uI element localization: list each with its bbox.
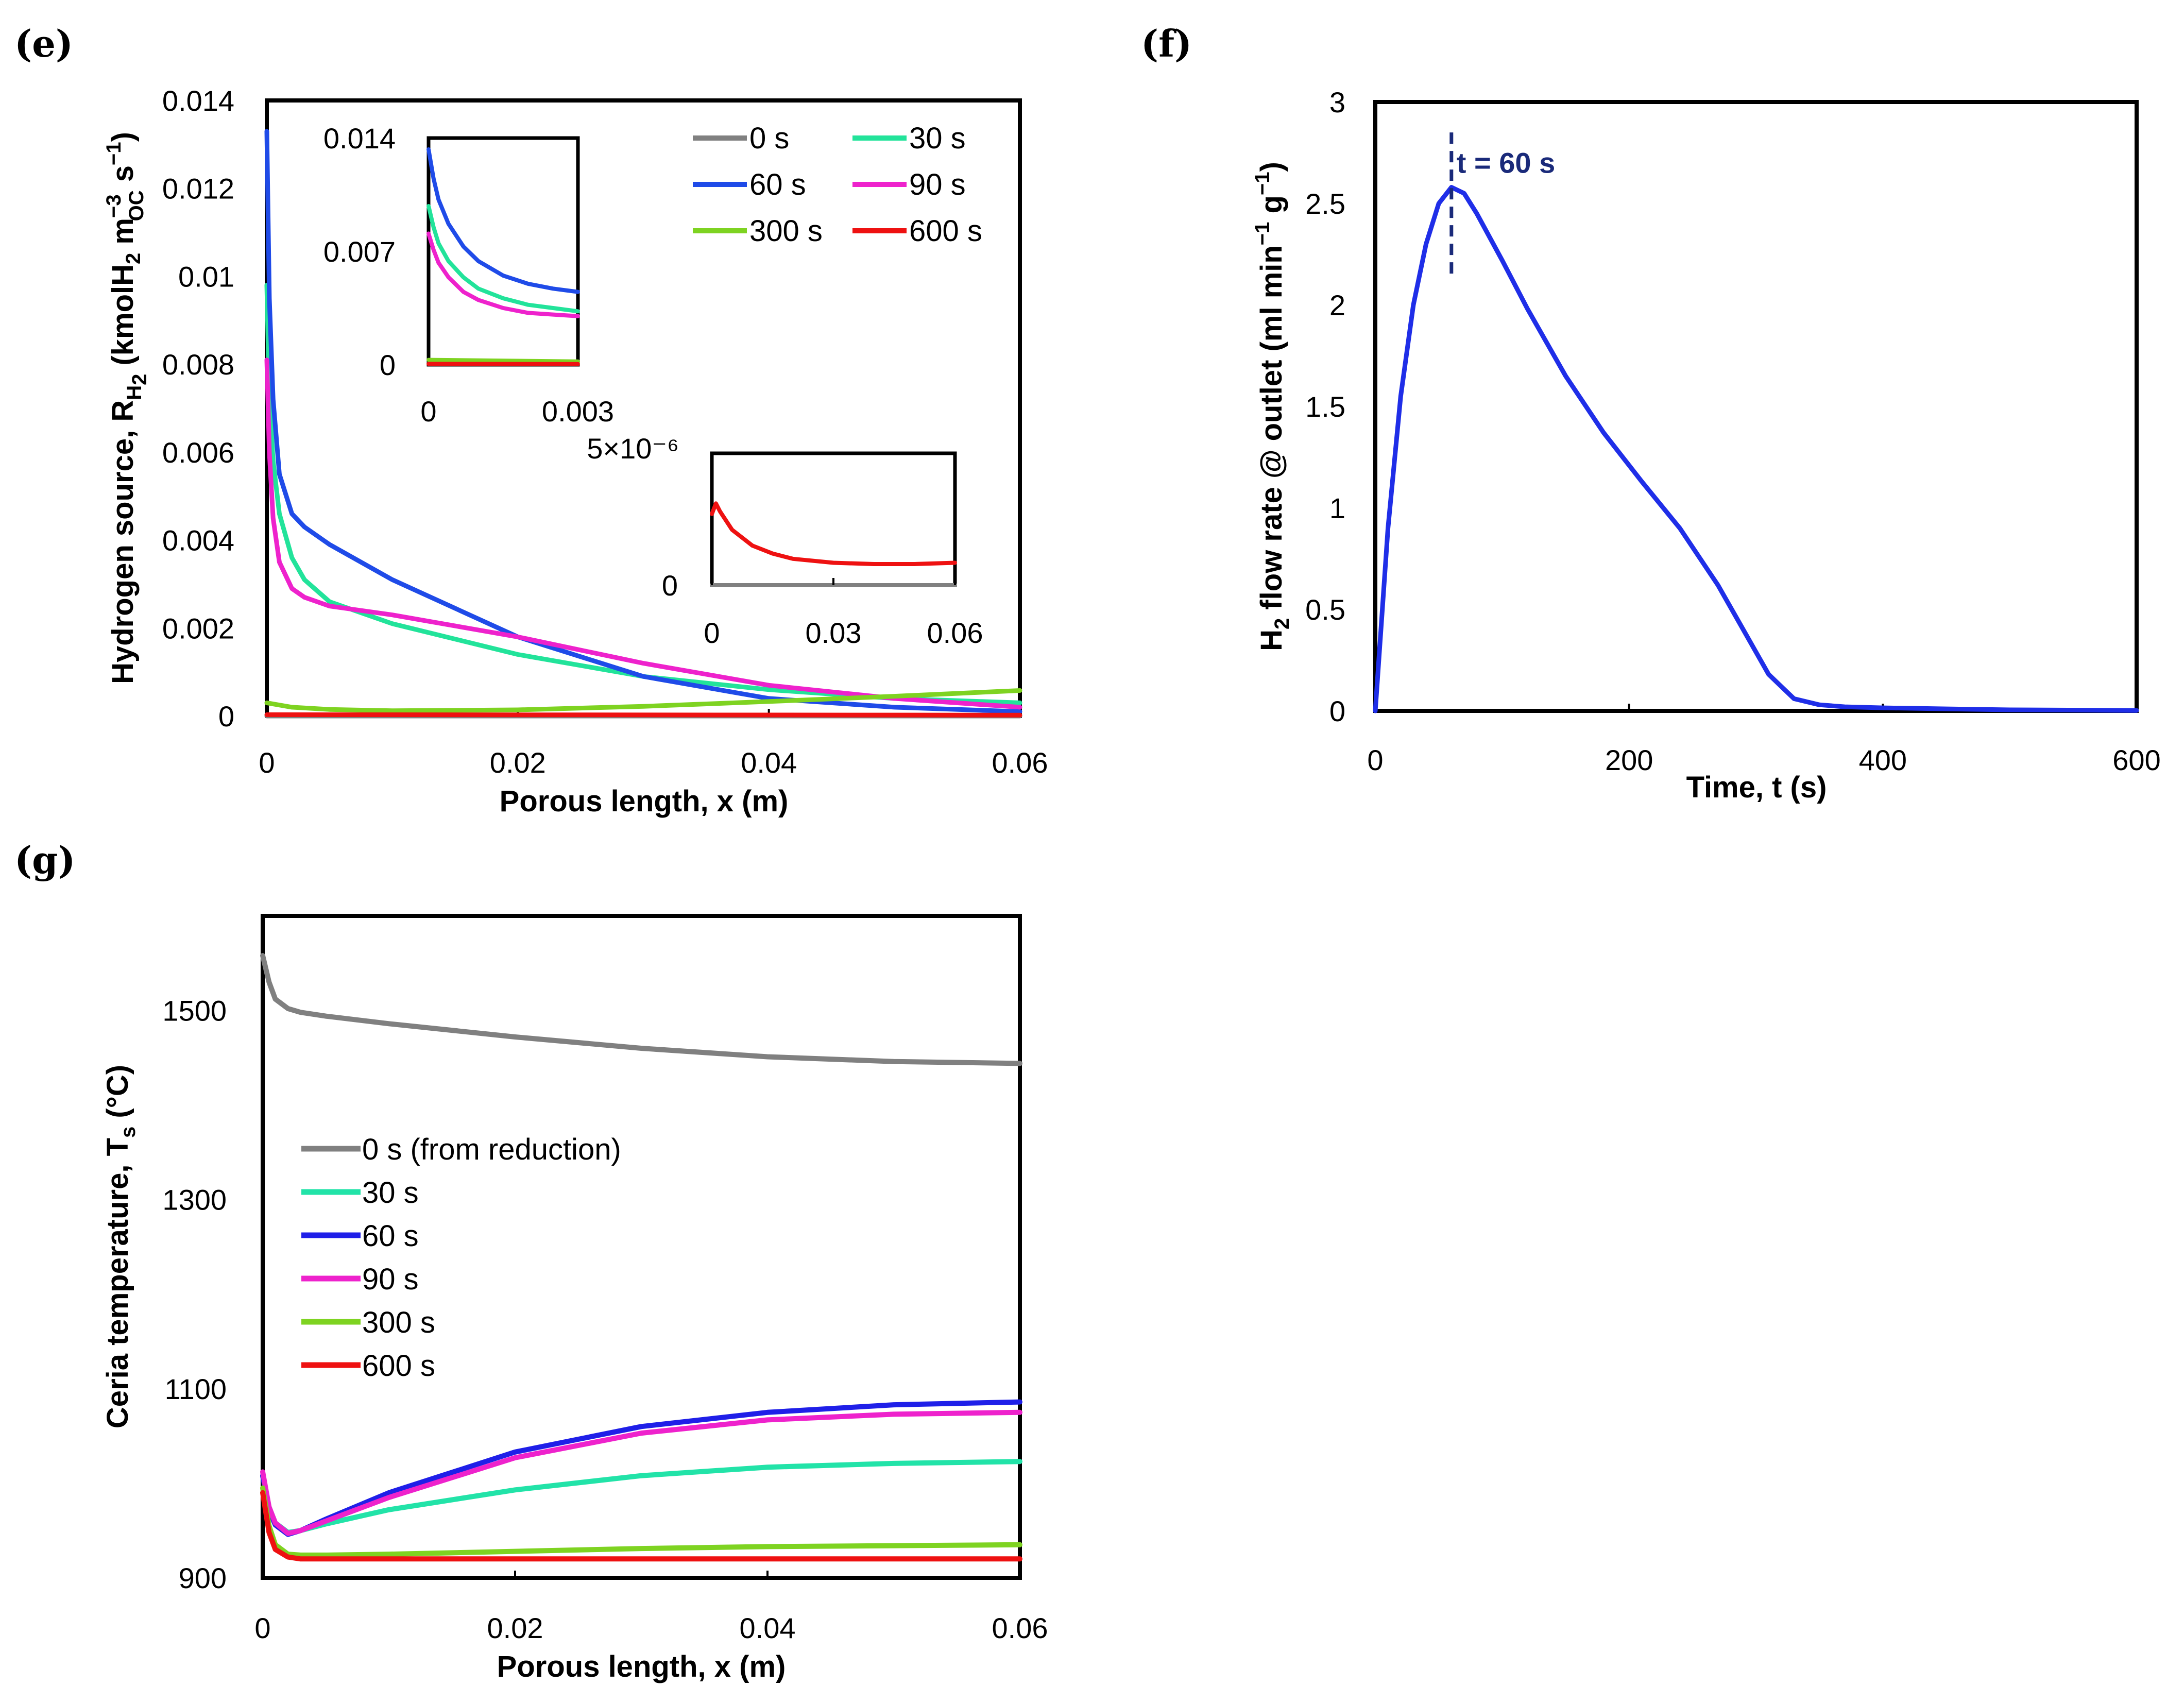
- e-series-300-s: [264, 688, 1022, 713]
- f-ytick-label: 1.5: [1305, 390, 1345, 423]
- f-ytick-label: 2: [1329, 289, 1345, 321]
- g-xtick-label: 0: [254, 1612, 270, 1644]
- e-ytick-label: 0.002: [162, 612, 234, 644]
- plot-frame-f: [1373, 100, 2139, 713]
- g-ytick-label: 1300: [162, 1184, 227, 1216]
- inset1-ytick-label: 0.014: [323, 122, 396, 155]
- e-legend-label-600-s: 600 s: [909, 214, 982, 248]
- inset1-series-90-s: [426, 231, 580, 318]
- f-series-flow: [1373, 185, 2139, 713]
- g-series-0-s-from-reduction: [260, 953, 1022, 1066]
- f-ytick-label: 0.5: [1305, 593, 1345, 626]
- g-legend-label-600-s: 600 s: [362, 1349, 435, 1383]
- inset2-xtick-label: 0: [704, 617, 720, 649]
- f-ytick-label: 1: [1329, 492, 1345, 524]
- panel-label-e: (e): [14, 22, 73, 65]
- e-legend-label-60-s: 60 s: [749, 168, 806, 201]
- plot-frame-g: [261, 914, 1022, 1580]
- e-xtick-label: 0.06: [992, 746, 1048, 779]
- f-xtick-label: 600: [2112, 744, 2160, 776]
- inset2-xtick-label: 0.03: [806, 617, 862, 649]
- e-xtick-label: 0: [259, 746, 275, 779]
- e-ytick-label: 0.012: [162, 173, 234, 205]
- f-ytick-label: 3: [1329, 86, 1345, 118]
- f-ytick-label: 2.5: [1305, 188, 1345, 220]
- inset-1-frame: [426, 136, 580, 367]
- e-series-60-s: [264, 129, 1022, 714]
- f-xtick-label: 400: [1859, 744, 1907, 776]
- x-axis-title-f: Time, t (s): [1686, 771, 1827, 804]
- f-xtick-label: 200: [1605, 744, 1653, 776]
- inset1-series-30-s: [426, 204, 580, 314]
- inset1-series-300-s: [426, 357, 580, 364]
- panel-label-g: (g): [14, 838, 75, 882]
- e-ytick-label: 0.014: [162, 84, 234, 117]
- g-legend-label-90-s: 90 s: [362, 1263, 419, 1296]
- e-ytick-label: 0: [218, 700, 234, 733]
- e-legend-label-300-s: 300 s: [749, 214, 823, 248]
- f-xtick-label: 0: [1367, 744, 1383, 776]
- g-legend-label-300-s: 300 s: [362, 1306, 435, 1339]
- g-xtick-label: 0.02: [487, 1612, 543, 1644]
- g-xtick-label: 0.06: [992, 1612, 1048, 1644]
- g-legend-label-0-s-from-reduction: 0 s (from reduction): [362, 1133, 621, 1166]
- panel-f: (f) 0 0.5 1 1.5 2 2.5 3 0 200 400 600 t = 60 s Ti…: [1141, 22, 2161, 804]
- e-legend-label-0-s: 0 s: [749, 122, 789, 155]
- e-xtick-label: 0.04: [741, 746, 797, 779]
- y-axis-title-g: Ceria temperature, Ts (°C): [101, 1065, 140, 1428]
- e-legend-label-90-s: 90 s: [909, 168, 966, 201]
- e-ytick-label: 0.006: [162, 436, 234, 469]
- inset2-ytick-label: 5×10⁻⁶: [587, 432, 679, 465]
- e-legend-label-30-s: 30 s: [909, 122, 966, 155]
- e-series-30-s: [264, 283, 1022, 705]
- inset2-xtick-label: 0.06: [927, 617, 983, 649]
- f-ytick-label: 0: [1329, 695, 1345, 727]
- y-axis-title-e: Hydrogen source, RH2 (kmolH2 m−3OC s−1): [103, 132, 151, 684]
- e-ytick-label: 0.01: [178, 260, 234, 293]
- e-series-600-s: [264, 712, 1022, 718]
- g-legend-label-30-s: 30 s: [362, 1176, 419, 1210]
- g-series-90-s: [260, 1409, 1022, 1536]
- inset2-ytick-label: 0: [662, 569, 678, 602]
- panel-g: (g) 900 1100 1300 1500 0 0.02 0.04 0.06 0 s (f…: [14, 838, 1048, 1683]
- panel-label-f: (f): [1141, 22, 1192, 65]
- inset1-ytick-label: 0: [380, 349, 396, 381]
- g-series-600-s: [260, 1490, 1022, 1562]
- inset1-xtick-label: 0.003: [542, 395, 614, 428]
- inset1-series-60-s: [426, 147, 580, 294]
- inset1-xtick-label: 0: [420, 395, 436, 428]
- inset2-series-600-s: [710, 501, 957, 566]
- inset-1: 0 0.007 0.014 0 0.003: [323, 122, 614, 428]
- e-ytick-label: 0.008: [162, 348, 234, 381]
- g-ytick-label: 1500: [162, 995, 227, 1027]
- e-xtick-label: 0.02: [490, 746, 546, 779]
- f-peak-annotation: t = 60 s: [1457, 147, 1555, 179]
- y-axis-title-f: H2 flow rate @ outlet (ml min−1 g−1): [1251, 162, 1293, 651]
- g-xtick-label: 0.04: [740, 1612, 796, 1644]
- g-ytick-label: 900: [179, 1562, 227, 1594]
- plot-frame-e: [265, 98, 1022, 718]
- g-legend-label-60-s: 60 s: [362, 1219, 419, 1253]
- e-ytick-label: 0.004: [162, 524, 234, 557]
- panel-e: (e) 00.0020.0040.0060.0080.010.0120.014 …: [14, 22, 1048, 818]
- e-series-90-s: [264, 357, 1022, 710]
- inset-2: 0 5×10⁻⁶ 0 0.03 0.06: [587, 432, 983, 649]
- x-axis-title-e: Porous length, x (m): [500, 785, 789, 818]
- x-axis-title-g: Porous length, x (m): [497, 1650, 786, 1683]
- inset1-ytick-label: 0.007: [323, 235, 396, 268]
- g-ytick-label: 1100: [165, 1373, 227, 1405]
